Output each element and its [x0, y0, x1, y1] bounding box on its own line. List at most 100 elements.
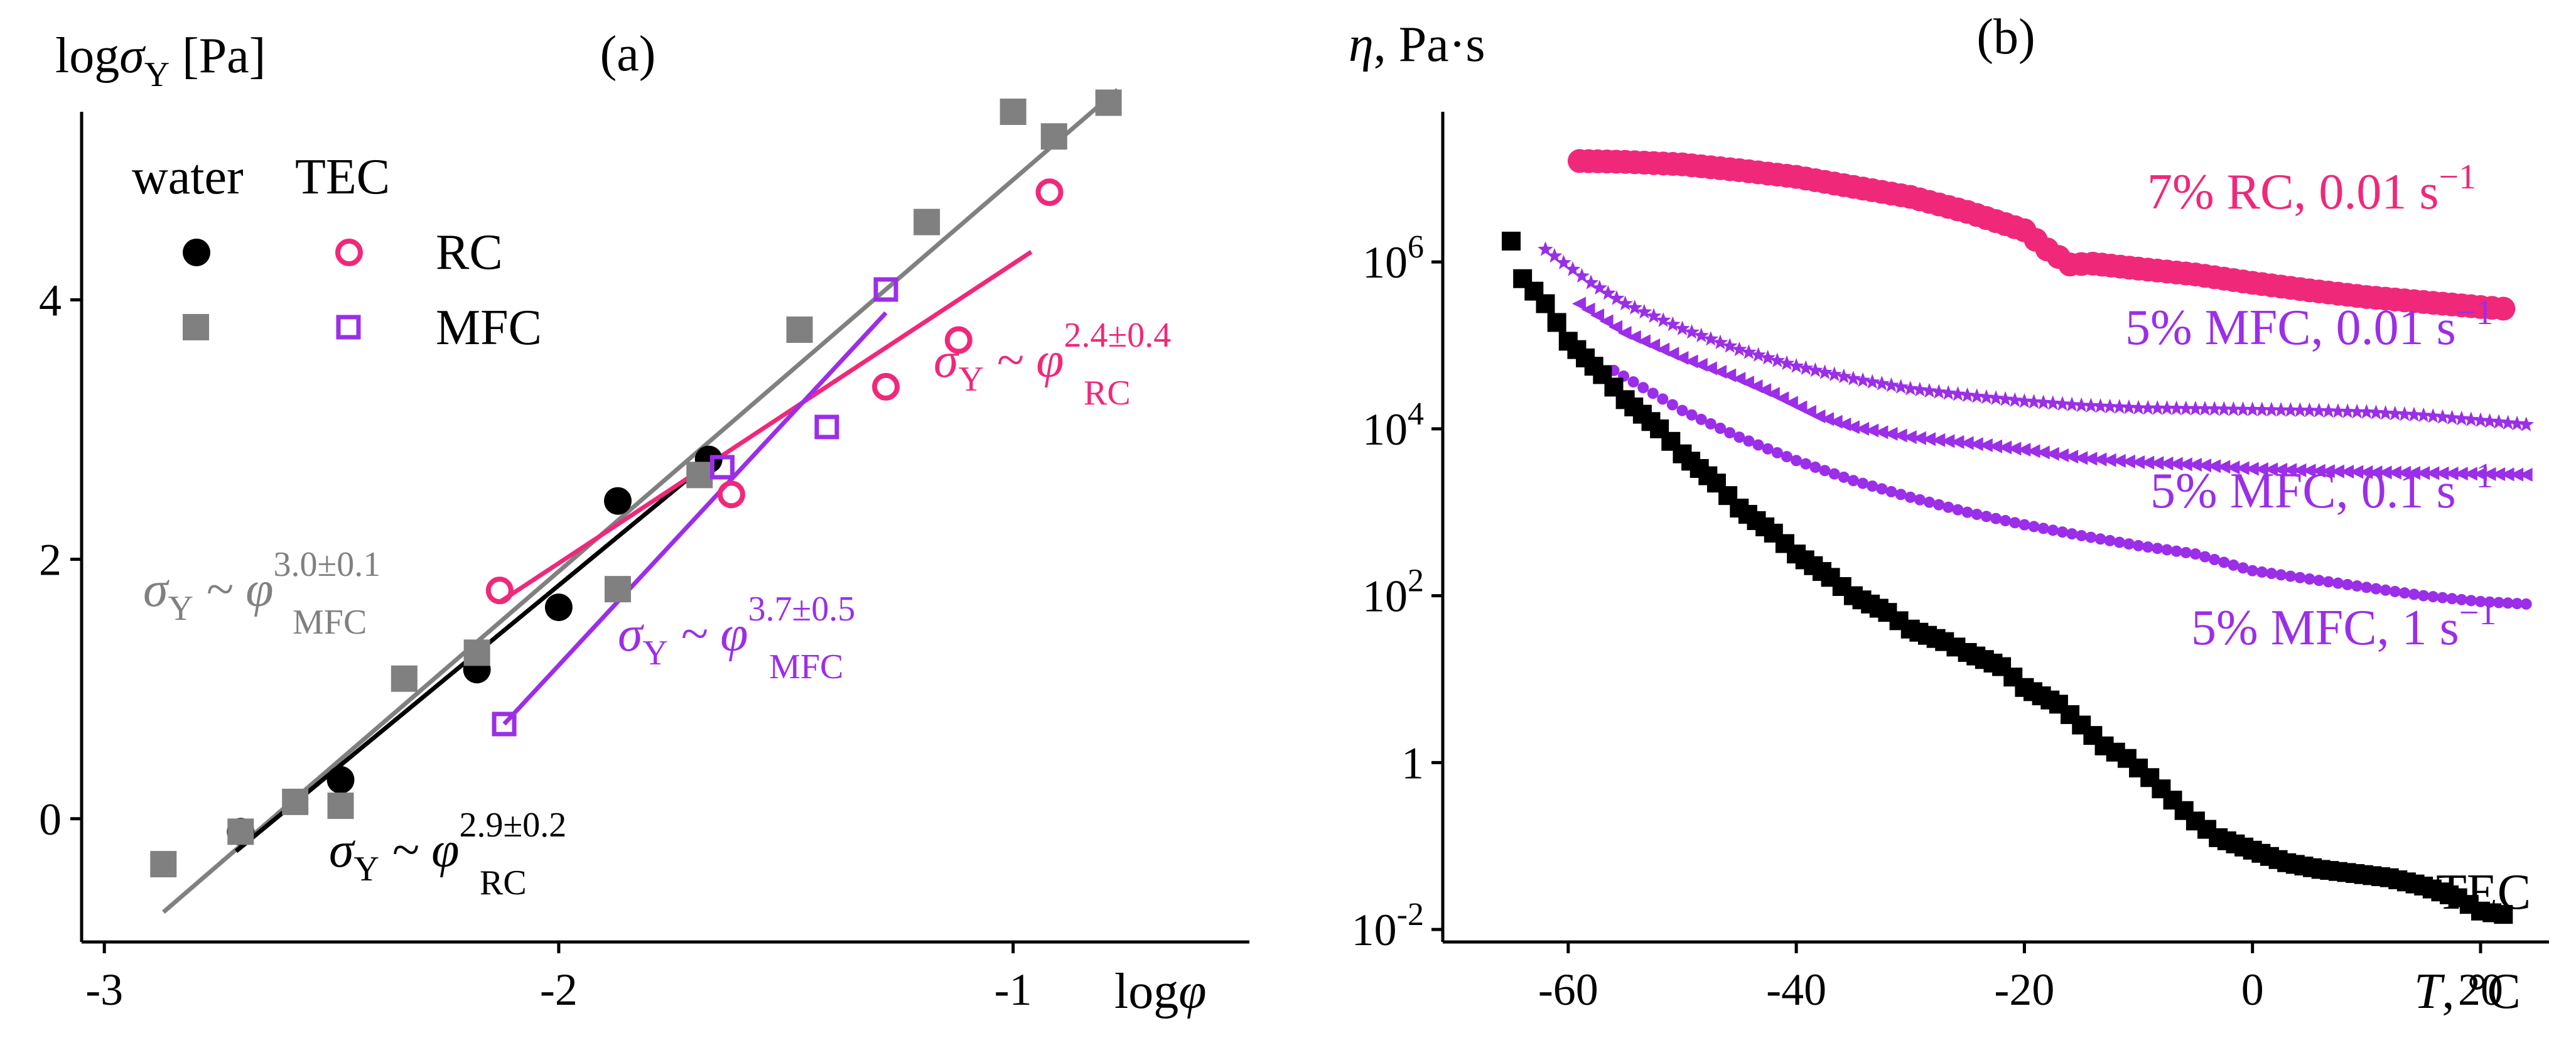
point-5-mfc-1-s [1885, 485, 1897, 497]
point-5-mfc-1-s [2475, 595, 2487, 607]
point-5-mfc-0-1-s [2054, 448, 2069, 462]
point-5-mfc-0-01-s [1950, 386, 1966, 401]
point-5-mfc-1-s [2370, 583, 2382, 595]
point-5-mfc-0-1-s [2320, 464, 2335, 479]
point-5-mfc-1-s [1695, 413, 1707, 425]
point-5-mfc-1-s [1686, 409, 1698, 421]
point-5-mfc-0-1-s [2435, 466, 2449, 480]
point-5-mfc-0-01-s [2396, 406, 2413, 421]
point-5-mfc-1-s [2056, 526, 2068, 538]
point-5-mfc-1-s [2342, 578, 2354, 590]
point-5-mfc-1-s [2161, 544, 2173, 556]
point-5-mfc-0-01-s [1997, 391, 2013, 406]
point-5-mfc-0-01-s [1959, 387, 1975, 403]
point-5-mfc-0-1-s [2482, 467, 2496, 481]
panel-b-ticks: -60 -40 -20 0 20 10-2 1 102 104 106 [1352, 229, 2503, 1015]
point-5-mfc-1-s [2189, 548, 2201, 560]
series-label-mfc-001: 5% MFC, 0.01 s−1 [2125, 293, 2493, 355]
point-5-mfc-1-s [1990, 512, 2002, 524]
point-5-mfc-0-1-s [2235, 461, 2250, 475]
point-5-mfc-1-s [2199, 551, 2211, 563]
point-5-mfc-1-s [1800, 458, 1812, 470]
panel-b-y-tick-label: 106 [1362, 229, 1424, 288]
point-5-mfc-0-01-s [2187, 401, 2204, 416]
point-5-mfc-0-1-s [1793, 400, 1808, 414]
point-5-mfc-1-s [2313, 575, 2325, 587]
point-tec [1536, 294, 1555, 313]
point-5-mfc-1-s [2427, 591, 2439, 603]
point-mfc-in-tec [814, 414, 839, 440]
point-5-mfc-0-01-s [1817, 364, 1833, 379]
point-5-mfc-0-01-s [1617, 295, 1633, 311]
point-5-mfc-1-s [1943, 501, 1954, 513]
point-5-mfc-0-1-s [2263, 462, 2278, 477]
point-5-mfc-0-01-s [2054, 396, 2071, 411]
point-5-mfc-1-s [1724, 427, 1736, 439]
point-5-mfc-0-01-s [2454, 410, 2470, 426]
point-5-mfc-0-1-s [2007, 441, 2022, 456]
point-5-mfc-0-01-s [1864, 374, 1880, 389]
panel-b-y-label: η, Pa·s [1349, 17, 1485, 72]
point-5-mfc-0-1-s [2035, 445, 2050, 460]
point-5-mfc-0-1-s [2349, 465, 2364, 479]
point-5-mfc-0-01-s [2472, 412, 2489, 428]
point-5-mfc-0-01-s [2197, 401, 2213, 416]
point-5-mfc-0-1-s [2159, 457, 2174, 471]
point-rc-in-tec [717, 480, 745, 509]
point-5-mfc-0-01-s [2216, 401, 2232, 416]
point-5-mfc-0-01-s [1855, 372, 1871, 387]
point-5-mfc-0-01-s [2178, 400, 2194, 416]
panel-a-x-tick-label: -1 [994, 965, 1032, 1015]
point-5-mfc-0-01-s [1665, 316, 1681, 332]
point-5-mfc-0-1-s [1599, 314, 1614, 328]
panel-b-x-label: T, °C [2414, 964, 2521, 1019]
point-mfc-in-water [463, 639, 490, 666]
point-tec [1547, 313, 1566, 332]
panel-a: -3 -2 -1 0 2 4 (a) logσY [Pa] logφ water TEC … [39, 26, 1249, 1019]
legend-marker-rc-tec [335, 239, 363, 266]
point-5-mfc-1-s [2275, 569, 2287, 581]
point-5-mfc-0-01-s [2518, 416, 2534, 431]
point-5-mfc-1-s [2028, 521, 2040, 533]
point-5-mfc-0-01-s [1978, 389, 1995, 404]
panel-a-label: (a) [600, 26, 656, 82]
point-5-mfc-0-1-s [2378, 465, 2392, 480]
point-5-mfc-0-1-s [2444, 466, 2459, 480]
point-mfc-in-water [786, 316, 813, 344]
point-5-mfc-1-s [1904, 491, 1916, 503]
point-5-mfc-1-s [1791, 455, 1803, 467]
point-5-mfc-0-01-s [2339, 403, 2356, 418]
point-5-mfc-0-1-s [2102, 453, 2116, 467]
point-5-mfc-0-01-s [2482, 413, 2498, 428]
point-5-mfc-1-s [1705, 418, 1716, 430]
point-5-mfc-1-s [2037, 522, 2049, 534]
point-5-mfc-0-01-s [1592, 279, 1608, 295]
point-5-mfc-0-01-s [1741, 344, 1757, 359]
point-5-mfc-0-1-s [1893, 428, 1907, 443]
point-5-mfc-0-01-s [2121, 399, 2137, 414]
point-5-mfc-0-1-s [1845, 420, 1860, 435]
point-5-mfc-0-01-s [1912, 381, 1928, 397]
point-5-mfc-0-01-s [2245, 401, 2261, 416]
point-5-mfc-1-s [2418, 590, 2430, 602]
point-5-mfc-1-s [1838, 471, 1850, 483]
point-mfc-in-water [1000, 99, 1027, 125]
point-5-mfc-0-1-s [2131, 455, 2145, 470]
point-5-mfc-1-s [2465, 595, 2477, 607]
point-5-mfc-0-01-s [2320, 403, 2337, 418]
point-mfc-in-water [282, 788, 309, 815]
point-5-mfc-0-01-s [2169, 400, 2184, 416]
point-5-mfc-0-1-s [2463, 467, 2477, 481]
point-5-mfc-0-01-s [2026, 394, 2042, 409]
point-5-mfc-1-s [2209, 554, 2221, 566]
point-5-mfc-0-01-s [1583, 274, 1599, 289]
point-5-mfc-0-01-s [2349, 403, 2365, 419]
point-5-mfc-0-01-s [1902, 381, 1919, 396]
point-5-mfc-1-s [2437, 592, 2449, 603]
point-5-mfc-0-01-s [1609, 290, 1625, 305]
point-5-mfc-0-1-s [2245, 462, 2259, 476]
point-5-mfc-0-1-s [1912, 431, 1926, 445]
point-5-mfc-1-s [2285, 570, 2297, 582]
point-mfc-in-water [1040, 123, 1067, 150]
point-5-mfc-0-1-s [1571, 296, 1586, 311]
